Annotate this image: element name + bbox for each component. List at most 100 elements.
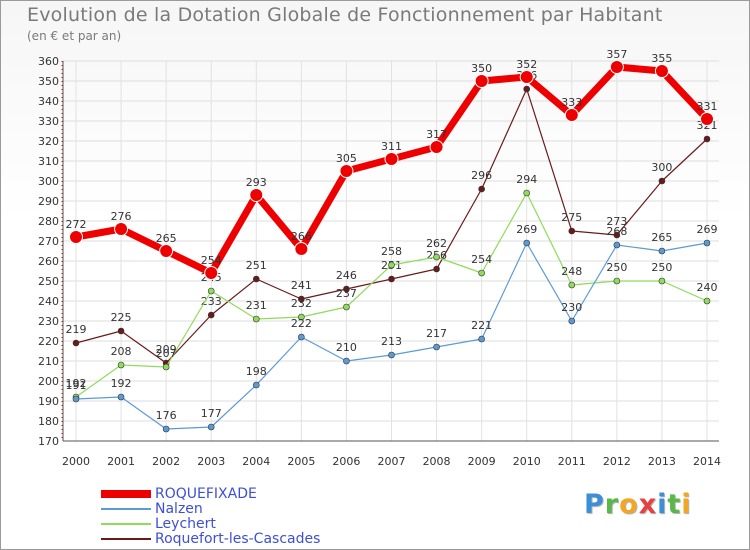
x-tick-label: 2012 bbox=[603, 455, 631, 468]
x-tick-label: 2009 bbox=[468, 455, 496, 468]
data-label-roquefort-les-cascades: 251 bbox=[246, 259, 267, 272]
data-point-roquefixade bbox=[294, 242, 309, 256]
data-point-leychert bbox=[388, 261, 395, 269]
data-label-roquefort-les-cascades: 233 bbox=[201, 295, 222, 308]
y-tick-label: 230 bbox=[38, 315, 59, 328]
data-point-roquefort-les-cascades bbox=[252, 275, 260, 283]
data-label-roquefort-les-cascades: 275 bbox=[561, 211, 582, 224]
data-point-roquefort-les-cascades bbox=[703, 135, 711, 143]
data-label-nalzen: 198 bbox=[246, 365, 267, 378]
y-tick-label: 260 bbox=[38, 255, 59, 268]
data-label-nalzen: 217 bbox=[426, 327, 447, 340]
data-point-leychert bbox=[523, 189, 531, 197]
data-point-nalzen bbox=[523, 239, 531, 247]
chart-subtitle: (en € et par an) bbox=[27, 29, 122, 43]
data-point-roquefixade bbox=[564, 108, 579, 122]
data-label-nalzen: 265 bbox=[651, 231, 672, 244]
data-label-nalzen: 213 bbox=[381, 335, 402, 348]
y-tick-label: 280 bbox=[38, 215, 59, 228]
y-tick-label: 360 bbox=[38, 55, 59, 68]
x-tick-label: 2010 bbox=[513, 455, 541, 468]
data-point-roquefort-les-cascades bbox=[658, 177, 666, 185]
data-label-roquefixade: 352 bbox=[516, 58, 537, 71]
x-tick-label: 2003 bbox=[197, 455, 225, 468]
data-point-roquefixade bbox=[384, 152, 399, 166]
data-point-nalzen bbox=[388, 351, 395, 359]
legend-label: Roquefort-les-Cascades bbox=[155, 531, 321, 547]
data-label-roquefixade: 276 bbox=[111, 210, 132, 223]
proxiti-logo: Proxiti bbox=[584, 489, 692, 520]
data-label-nalzen: 192 bbox=[111, 377, 132, 390]
y-tick-label: 210 bbox=[38, 355, 59, 368]
data-point-nalzen bbox=[298, 333, 305, 341]
data-label-leychert: 232 bbox=[291, 297, 312, 310]
data-point-roquefort-les-cascades bbox=[433, 265, 440, 273]
y-tick-label: 200 bbox=[38, 375, 59, 388]
y-tick-label: 180 bbox=[38, 415, 59, 428]
data-point-roquefort-les-cascades bbox=[523, 85, 531, 93]
data-label-nalzen: 177 bbox=[201, 407, 222, 420]
y-tick-label: 310 bbox=[38, 155, 59, 168]
data-point-roquefort-les-cascades bbox=[117, 327, 125, 335]
data-label-nalzen: 221 bbox=[471, 319, 492, 332]
data-point-nalzen bbox=[658, 247, 666, 255]
data-point-roquefixade bbox=[429, 140, 444, 154]
data-point-leychert bbox=[298, 313, 305, 321]
data-label-roquefort-les-cascades: 209 bbox=[156, 343, 177, 356]
data-point-roquefixade bbox=[159, 244, 174, 258]
data-label-roquefixade: 293 bbox=[246, 176, 267, 189]
data-label-leychert: 207 bbox=[156, 347, 177, 360]
x-tick-label: 2008 bbox=[423, 455, 451, 468]
data-point-roquefixade bbox=[249, 188, 264, 202]
data-point-roquefort-les-cascades bbox=[613, 231, 621, 239]
logo-letter: P bbox=[584, 489, 605, 520]
data-point-nalzen bbox=[117, 393, 125, 401]
x-tick-label: 2013 bbox=[648, 455, 676, 468]
data-label-roquefixade: 311 bbox=[381, 140, 402, 153]
data-label-leychert: 192 bbox=[66, 377, 87, 390]
data-label-nalzen: 222 bbox=[291, 317, 312, 330]
data-label-roquefixade: 272 bbox=[66, 218, 87, 231]
y-tick-label: 320 bbox=[38, 135, 59, 148]
y-tick-label: 190 bbox=[38, 395, 59, 408]
x-tick-label: 2004 bbox=[242, 455, 270, 468]
data-label-leychert: 240 bbox=[697, 281, 718, 294]
data-point-leychert bbox=[117, 361, 125, 369]
y-tick-label: 250 bbox=[38, 275, 59, 288]
data-label-roquefort-les-cascades: 241 bbox=[291, 279, 312, 292]
data-label-roquefort-les-cascades: 219 bbox=[66, 323, 87, 336]
logo-letter: i bbox=[681, 489, 692, 520]
data-point-nalzen bbox=[703, 239, 711, 247]
y-tick-label: 220 bbox=[38, 335, 59, 348]
data-point-roquefixade bbox=[700, 112, 714, 126]
data-label-leychert: 248 bbox=[561, 265, 582, 278]
data-point-roquefixade bbox=[519, 70, 534, 84]
data-label-roquefixade: 357 bbox=[606, 48, 627, 61]
data-point-leychert bbox=[162, 363, 170, 371]
data-label-nalzen: 191 bbox=[66, 379, 87, 392]
data-label-roquefixade: 305 bbox=[336, 152, 357, 165]
y-tick-label: 350 bbox=[38, 75, 59, 88]
data-label-roquefixade: 265 bbox=[156, 232, 177, 245]
data-point-leychert bbox=[703, 297, 711, 305]
data-label-leychert: 208 bbox=[111, 345, 132, 358]
data-label-leychert: 262 bbox=[426, 237, 447, 250]
chart-title: Evolution de la Dotation Globale de Fonc… bbox=[27, 4, 663, 26]
data-point-roquefort-les-cascades bbox=[343, 285, 350, 293]
data-point-roquefixade bbox=[609, 60, 624, 74]
data-point-leychert bbox=[207, 287, 215, 295]
data-point-roquefort-les-cascades bbox=[478, 185, 485, 193]
data-label-roquefort-les-cascades: 246 bbox=[336, 269, 357, 282]
legend-swatch bbox=[101, 508, 151, 510]
data-point-roquefort-les-cascades bbox=[72, 339, 80, 347]
y-tick-label: 300 bbox=[38, 175, 59, 188]
data-point-leychert bbox=[433, 253, 440, 261]
data-point-nalzen bbox=[343, 357, 350, 365]
data-point-leychert bbox=[252, 315, 260, 323]
data-label-leychert: 258 bbox=[381, 245, 402, 258]
data-point-nalzen bbox=[478, 335, 485, 343]
data-point-roquefort-les-cascades bbox=[388, 275, 395, 283]
x-tick-label: 2011 bbox=[558, 455, 586, 468]
data-point-leychert bbox=[343, 303, 350, 311]
